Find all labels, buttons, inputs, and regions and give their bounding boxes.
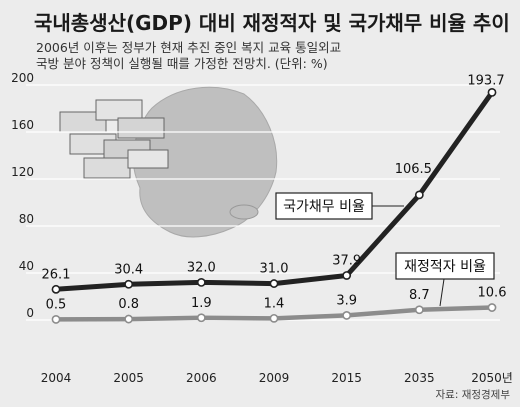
source-note: 자료: 재정경제부: [436, 388, 511, 401]
legend-label-deficit: 재정적자 비율: [404, 259, 486, 275]
series-points: [51, 88, 497, 324]
y-tick-label: 200: [11, 71, 34, 85]
y-tick-label: 0: [26, 306, 34, 320]
data-point: [124, 279, 134, 289]
data-point: [342, 271, 352, 280]
x-tick-label: 2035: [404, 371, 435, 385]
y-tick-label: 120: [11, 165, 34, 179]
x-tick-label: 2004: [41, 371, 72, 385]
data-label: 1.4: [264, 296, 285, 311]
data-labels: 26.1 30.4 32.0 31.0 37.9 106.5 193.7 0.5 0.8 1.9 1…: [42, 73, 507, 312]
x-tick-label: 2005: [113, 371, 144, 385]
data-point: [269, 313, 279, 323]
y-axis-ticks: 0 40 80 120 160 200: [11, 71, 34, 320]
chart-subtitle-line1: 2006년 이후는 정부가 현재 추진 중인 복지 교육 통일외교: [36, 40, 341, 55]
data-label: 8.7: [409, 288, 430, 303]
data-point: [342, 311, 352, 320]
money-stack-illustration: [59, 99, 169, 179]
data-point: [269, 279, 279, 288]
data-label: 1.9: [191, 296, 212, 311]
data-point: [487, 88, 497, 97]
data-label: 193.7: [467, 73, 504, 88]
data-label: 30.4: [114, 262, 143, 277]
x-tick-label: 2006: [186, 371, 217, 385]
chart-title: 국내총생산(GDP) 대비 재정적자 및 국가채무 비율 추이: [34, 11, 510, 35]
data-label: 10.6: [478, 286, 507, 301]
data-point: [414, 305, 424, 315]
y-tick-label: 80: [19, 212, 34, 226]
data-point: [51, 284, 61, 294]
legend-deficit: 재정적자 비율: [395, 252, 495, 280]
data-point: [196, 277, 206, 287]
x-tick-label: 2009: [259, 371, 290, 385]
data-point: [124, 314, 134, 324]
data-point: [196, 313, 206, 323]
data-label: 32.0: [187, 260, 216, 275]
y-tick-label: 160: [11, 118, 34, 132]
data-label: 31.0: [260, 262, 289, 277]
legend-debt: 국가채무 비율: [275, 192, 373, 220]
legend-label-debt: 국가채무 비율: [283, 199, 365, 215]
data-label: 106.5: [395, 162, 432, 177]
data-label: 3.9: [336, 293, 357, 308]
chart-subtitle-line2: 국방 분야 정책이 실행될 때를 가정한 전망치. (단위: %): [36, 56, 328, 71]
data-label: 26.1: [42, 267, 71, 282]
data-point: [414, 190, 424, 200]
x-tick-label: 2015: [331, 371, 362, 385]
x-axis-ticks: 2004 2005 2006 2009 2015 2035 2050년: [41, 371, 513, 385]
x-tick-label: 2050년: [471, 371, 513, 385]
data-label: 37.9: [332, 253, 361, 268]
data-label: 0.5: [46, 297, 67, 312]
data-point: [51, 315, 61, 324]
data-point: [487, 303, 497, 312]
legend-deficit-leader: [439, 278, 445, 307]
data-label: 0.8: [118, 297, 139, 312]
y-tick-label: 40: [19, 259, 34, 273]
